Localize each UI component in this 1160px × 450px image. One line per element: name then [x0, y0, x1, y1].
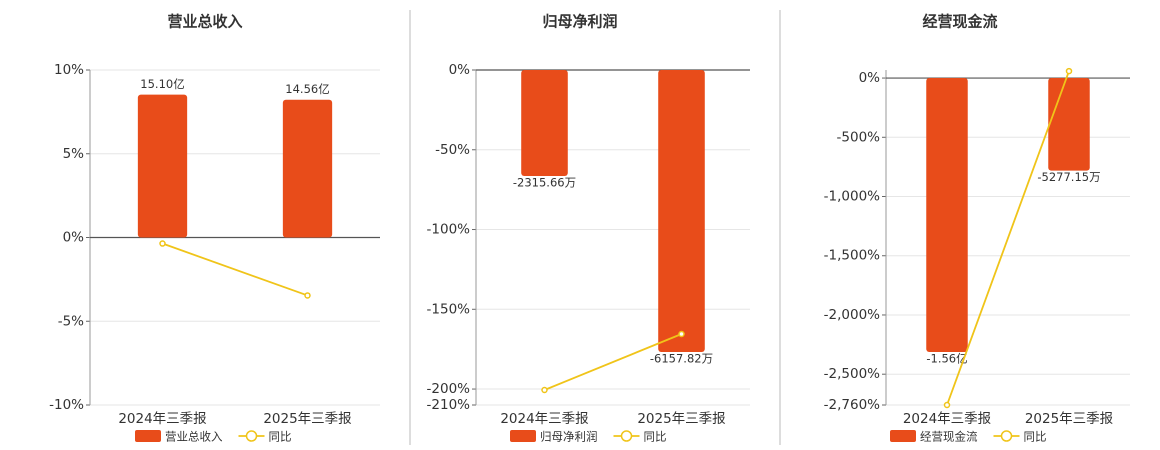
y-tick-label: -500% [837, 129, 881, 145]
legend-swatch [135, 430, 161, 442]
legend-label: 归母净利润 [540, 430, 598, 444]
chart-title: 营业总收入 [167, 13, 242, 31]
line-point [678, 330, 685, 338]
y-tick-label: -2,760% [824, 397, 881, 413]
legend-label: 同比 [269, 430, 292, 444]
bar [658, 70, 705, 353]
data-label: -2315.66万 [513, 176, 576, 190]
bar [521, 70, 568, 177]
y-tick-label: 0% [859, 70, 881, 86]
y-tick-label: -5% [58, 313, 84, 329]
line [946, 70, 1070, 406]
line-point [943, 401, 951, 409]
x-tick-label: 2024年三季报 [903, 411, 991, 427]
legend-marker [245, 430, 258, 442]
data-label: 14.56亿 [285, 82, 329, 96]
x-tick-label: 2024年三季报 [118, 411, 206, 427]
bar [1048, 77, 1090, 171]
legend-label: 同比 [644, 430, 667, 444]
chart-title: 归母净利润 [542, 13, 617, 31]
line [544, 333, 682, 391]
x-tick-label: 2025年三季报 [263, 411, 351, 427]
bar [282, 99, 333, 238]
y-tick-label: -10% [49, 397, 84, 413]
y-tick-label: 0% [449, 62, 471, 78]
y-tick-label: -150% [427, 301, 471, 317]
line-point [541, 386, 548, 394]
y-tick-label: -2,500% [824, 366, 881, 382]
line-point [159, 240, 166, 247]
y-tick-label: 5% [63, 146, 85, 162]
x-tick-label: 2025年三季报 [637, 411, 725, 427]
y-tick-label: 10% [54, 62, 84, 78]
data-label: -5277.15万 [1037, 170, 1100, 184]
y-tick-label: -100% [427, 222, 471, 238]
x-tick-label: 2025年三季报 [1025, 411, 1113, 427]
chart-title: 经营现金流 [922, 13, 997, 31]
y-tick-label: -210% [427, 397, 471, 413]
y-tick-label: -200% [427, 381, 471, 397]
data-label: -6157.82万 [650, 352, 713, 366]
line-point [304, 292, 311, 299]
line-point [1065, 67, 1073, 75]
data-label: 15.10亿 [140, 77, 184, 91]
y-tick-label: -1,500% [824, 248, 881, 264]
data-label: -1.56亿 [926, 351, 967, 365]
bar [137, 94, 188, 238]
line [162, 242, 308, 297]
bar [926, 77, 968, 352]
legend-label: 经营现金流 [920, 430, 978, 444]
legend-label: 同比 [1024, 430, 1047, 444]
y-tick-label: 0% [63, 230, 85, 246]
x-tick-label: 2024年三季报 [500, 411, 588, 427]
legend-label: 营业总收入 [165, 430, 223, 444]
legend-marker [1000, 430, 1013, 442]
legend-swatch [510, 430, 536, 442]
y-tick-label: -1,000% [824, 189, 881, 205]
y-tick-label: -2,000% [824, 307, 881, 323]
y-tick-label: -50% [435, 142, 470, 158]
legend-swatch [890, 430, 916, 442]
legend-marker [620, 430, 633, 442]
